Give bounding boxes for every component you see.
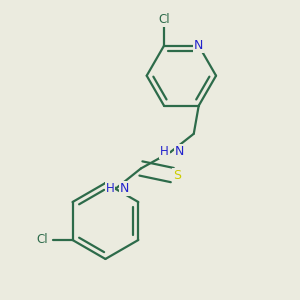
Text: N: N	[175, 146, 184, 158]
Text: H: H	[160, 146, 169, 158]
Text: Cl: Cl	[158, 13, 170, 26]
Text: N: N	[120, 182, 130, 195]
Text: N: N	[194, 39, 203, 52]
Text: H: H	[106, 182, 115, 195]
Text: Cl: Cl	[36, 233, 48, 247]
Text: S: S	[173, 169, 181, 182]
